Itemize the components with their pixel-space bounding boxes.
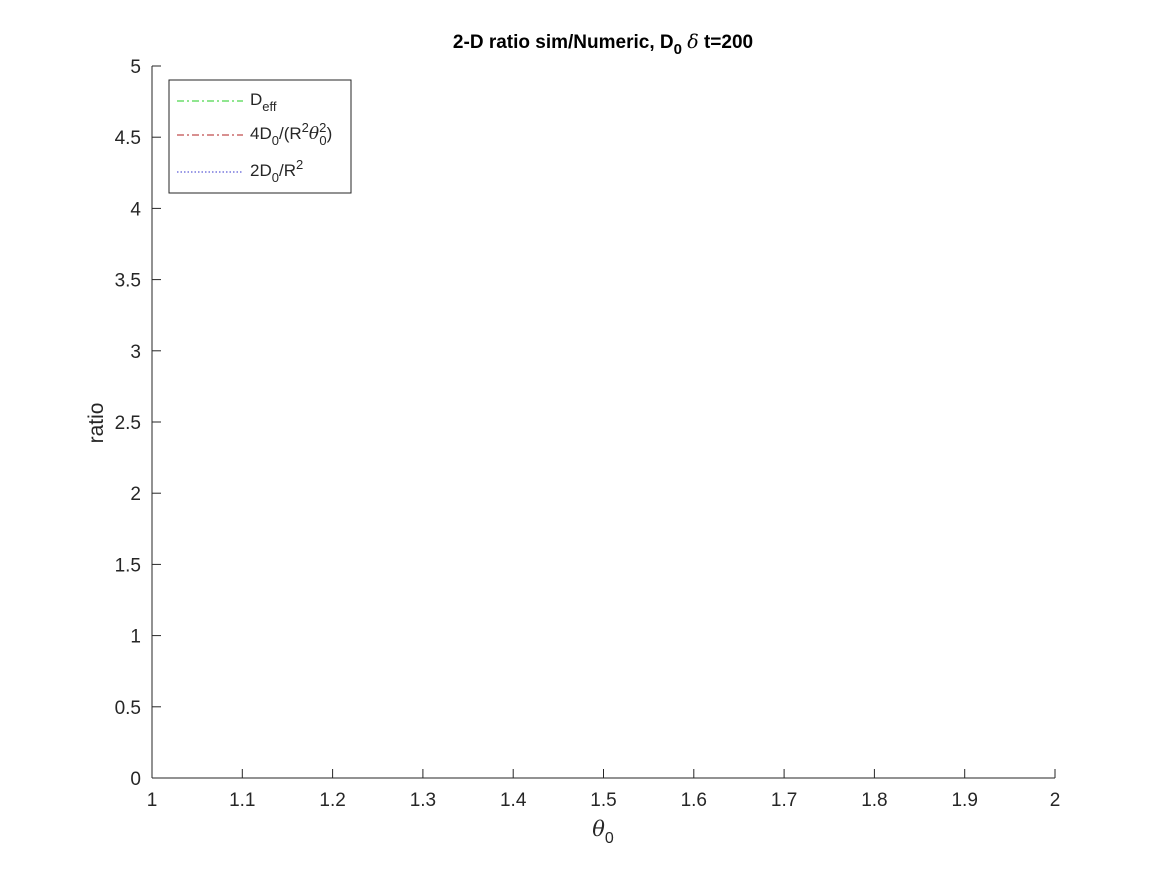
x-tick-label: 1.1	[229, 790, 255, 811]
x-tick-label: 2	[1050, 790, 1061, 811]
y-tick-label: 4	[130, 199, 141, 220]
y-tick-label: 0.5	[115, 698, 141, 719]
x-tick-label: 1.4	[500, 790, 527, 811]
x-tick-label: 1.2	[319, 790, 345, 811]
x-tick-label: 1	[147, 790, 158, 811]
x-tick-label: 1.6	[681, 790, 707, 811]
legend-label-0: Deff	[250, 90, 277, 114]
legend: Deff 4D0/(R2θ2 0) 2D0/R2	[168, 79, 352, 194]
x-ticks: 1 1.1 1.2 1.3 1.4 1.5 1.6 1.7 1.8 1.9 2	[147, 769, 1061, 811]
x-tick-label: 1.3	[410, 790, 436, 811]
x-tick-label: 1.8	[861, 790, 887, 811]
y-tick-label: 0	[130, 769, 141, 790]
legend-label-2: 2D0/R2	[250, 157, 303, 185]
legend-box	[168, 79, 352, 194]
x-axis-label: θ0	[592, 817, 614, 847]
legend-label-1: 4D0/(R2θ2 0)	[250, 120, 332, 148]
y-tick-label: 5	[130, 57, 141, 78]
y-tick-label: 2	[130, 484, 141, 505]
y-tick-label: 1	[130, 627, 141, 648]
y-tick-label: 1.5	[115, 555, 141, 576]
y-tick-label: 2.5	[115, 413, 141, 434]
y-tick-label: 4.5	[115, 128, 141, 149]
y-tick-label: 3	[130, 342, 141, 363]
x-tick-label: 1.7	[771, 790, 797, 811]
y-ticks: 0 0.5 1 1.5 2 2.5 3 3.5 4 4.5 5	[115, 57, 161, 790]
chart-title: 2-D ratio sim/Numeric, D0 δ t=200	[453, 31, 753, 58]
y-axis-label: ratio	[85, 403, 108, 444]
x-tick-label: 1.9	[951, 790, 977, 811]
x-tick-label: 1.5	[590, 790, 616, 811]
y-tick-label: 3.5	[115, 271, 141, 292]
